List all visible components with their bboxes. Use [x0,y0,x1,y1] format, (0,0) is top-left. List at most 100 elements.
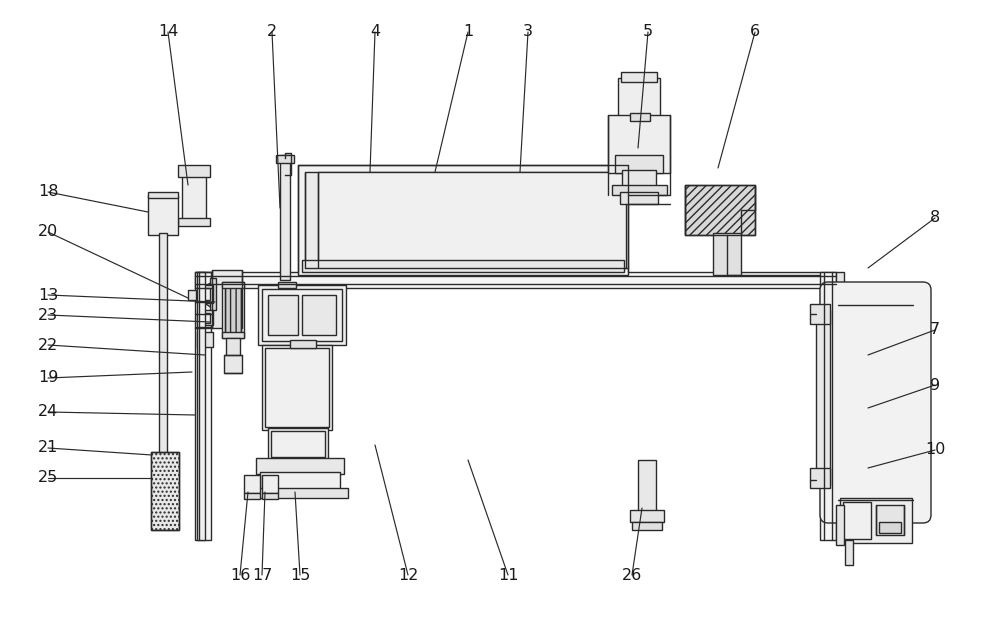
Bar [200,288,210,300]
Text: 17: 17 [252,568,272,582]
Bar [302,260,624,272]
Bar [816,310,830,485]
Bar [302,295,336,335]
Bar [630,113,650,121]
Text: 5: 5 [643,24,653,39]
Bar [268,428,328,460]
Text: 20: 20 [38,224,58,239]
Bar [278,282,296,288]
Bar [630,510,664,522]
Bar [713,233,741,275]
Text: 16: 16 [230,568,250,582]
Text: 14: 14 [158,24,178,39]
Bar [222,282,244,288]
Bar [298,165,628,275]
Bar [151,452,179,530]
Bar [262,493,278,499]
Bar [225,285,241,335]
Text: 19: 19 [38,371,58,386]
Text: 10: 10 [925,442,945,458]
Bar [268,295,298,335]
Text: 9: 9 [930,378,940,392]
Bar [224,355,242,373]
Text: 15: 15 [290,568,310,582]
Bar [244,493,260,499]
Bar [820,272,836,540]
Bar [290,340,316,348]
Text: 25: 25 [38,471,58,486]
Bar [618,78,660,116]
Bar [810,304,830,324]
Bar [280,155,290,280]
Bar [195,272,211,540]
Text: 22: 22 [38,338,58,352]
Bar [262,475,278,493]
Text: 23: 23 [38,308,58,322]
Bar [210,278,216,310]
Bar [148,192,178,198]
Bar [226,338,240,356]
Text: 18: 18 [38,184,58,199]
Bar [222,332,244,338]
Bar [615,155,663,173]
Bar [318,172,626,268]
Bar [200,313,210,323]
Bar [197,310,213,325]
Bar [222,282,244,338]
Bar [225,285,241,335]
Bar [621,72,657,82]
Bar [632,522,662,530]
Bar [188,290,196,300]
Bar [262,345,332,430]
Bar [879,522,901,533]
Text: 7: 7 [930,322,940,338]
Bar [197,332,213,347]
Bar [840,498,912,543]
Bar [260,472,340,492]
Bar [244,475,260,493]
Text: 12: 12 [398,568,418,582]
Text: 13: 13 [38,288,58,302]
Text: 8: 8 [930,211,940,226]
Bar [876,505,904,535]
Bar [258,285,346,345]
Text: 6: 6 [750,24,760,39]
Bar [197,285,213,303]
Text: 1: 1 [463,24,473,39]
Text: 21: 21 [38,441,58,456]
Text: 24: 24 [38,404,58,419]
Bar [265,348,329,427]
Bar [845,540,853,565]
Bar [178,218,210,226]
Bar [256,458,344,474]
Polygon shape [192,282,212,308]
Bar [159,233,167,485]
Bar [685,185,755,235]
Bar [148,195,178,235]
Bar [182,170,206,220]
Bar [612,185,667,195]
Bar [305,172,621,268]
Text: 3: 3 [523,24,533,39]
Text: 26: 26 [622,568,642,582]
Bar [836,505,844,545]
Bar [622,170,656,188]
Bar [197,272,205,540]
Bar [252,488,348,498]
Text: 11: 11 [498,568,518,582]
Bar [151,452,179,530]
Bar [810,468,830,488]
Text: 4: 4 [370,24,380,39]
FancyBboxPatch shape [820,282,931,523]
Bar [836,272,844,314]
Bar [685,185,755,235]
Bar [620,192,658,204]
Bar [271,431,325,457]
Bar [212,270,242,328]
Bar [843,502,871,539]
Text: 2: 2 [267,24,277,39]
Bar [178,165,210,177]
Bar [262,289,342,341]
Bar [195,272,836,288]
Bar [276,155,294,163]
